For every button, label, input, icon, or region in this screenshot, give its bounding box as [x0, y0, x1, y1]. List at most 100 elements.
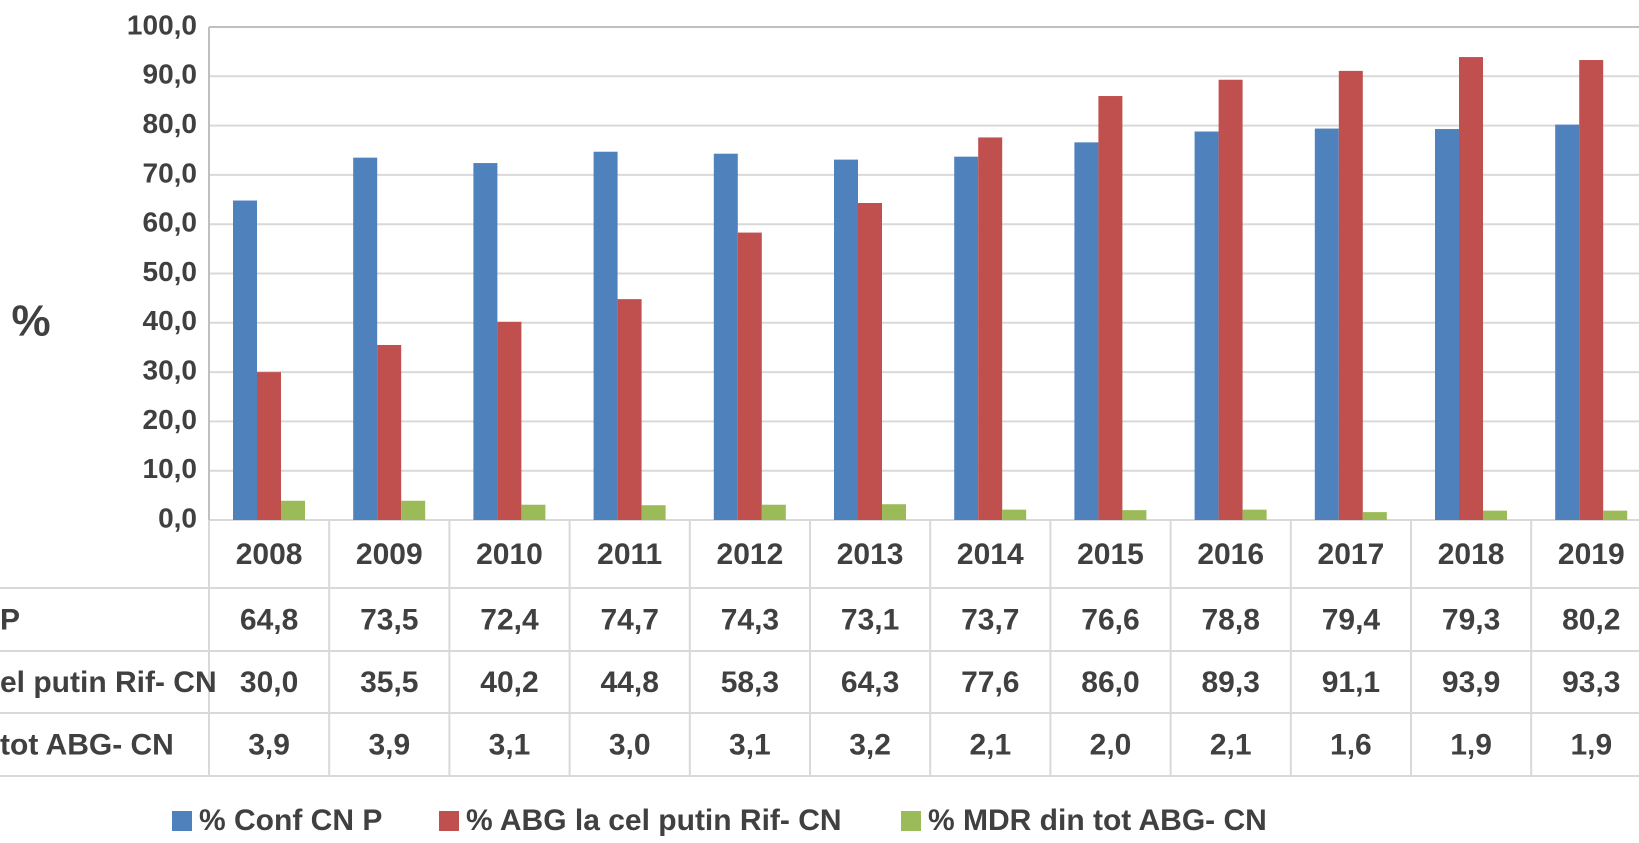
table-cell: 89,3 [1202, 666, 1260, 699]
table-cell: 73,5 [360, 603, 418, 636]
bar [858, 203, 882, 520]
table-row-label: tot ABG- CN [0, 728, 174, 761]
bar [473, 163, 498, 520]
table-cell: 35,5 [360, 666, 418, 699]
table-cell: 1,9 [1570, 728, 1612, 761]
bar [377, 344, 402, 520]
bar [834, 159, 858, 520]
bar [1555, 124, 1580, 520]
bar [1338, 70, 1363, 520]
table-cell: 64,3 [841, 666, 899, 699]
bar [1218, 79, 1243, 520]
table-cell: 79,4 [1322, 603, 1381, 636]
bar [713, 153, 738, 521]
bar [1579, 60, 1604, 520]
y-tick-label: 100,0 [127, 9, 197, 40]
bar [1122, 510, 1147, 520]
bar [1314, 128, 1339, 521]
bar [1483, 510, 1507, 520]
bar [954, 156, 979, 520]
x-tick-label: 2019 [1558, 538, 1625, 571]
bar [761, 504, 786, 520]
bar [1098, 96, 1123, 521]
x-tick-label: 2009 [356, 538, 423, 571]
y-tick-label: 90,0 [143, 59, 198, 90]
y-axis-label: % [11, 297, 50, 346]
table-cell: 86,0 [1081, 666, 1139, 699]
table-cell: 3,9 [368, 728, 410, 761]
table-cell: 91,1 [1322, 666, 1380, 699]
bar [353, 157, 378, 520]
y-tick-label: 60,0 [143, 207, 198, 238]
bar [1194, 131, 1219, 521]
legend-label: % MDR din tot ABG- CN [928, 804, 1267, 837]
bar [521, 504, 546, 520]
table-cell: 72,4 [480, 603, 539, 636]
table-cell: 73,1 [841, 603, 899, 636]
table-cell: 3,2 [849, 728, 891, 761]
table-cell: 64,8 [240, 603, 298, 636]
legend-swatch [901, 811, 921, 831]
bar [233, 200, 257, 520]
legend-swatch [439, 811, 459, 831]
bar [1242, 509, 1267, 520]
x-tick-label: 2016 [1197, 538, 1264, 571]
y-tick-label: 20,0 [143, 404, 198, 435]
bar [1435, 129, 1459, 520]
legend-label: % Conf CN P [199, 804, 382, 837]
table-cell: 3,1 [489, 728, 531, 761]
table-cell: 79,3 [1442, 603, 1500, 636]
table-cell: 40,2 [480, 666, 538, 699]
bar [1074, 142, 1099, 520]
table-row-label: el putin Rif- CN [0, 666, 217, 699]
table-cell: 58,3 [721, 666, 779, 699]
bar [497, 321, 522, 520]
y-tick-label: 40,0 [143, 305, 198, 336]
table-cell: 3,9 [248, 728, 290, 761]
y-tick-label: 30,0 [143, 354, 198, 385]
x-tick-label: 2012 [717, 538, 784, 571]
bar [281, 500, 305, 520]
table-cell: 77,6 [961, 666, 1019, 699]
table-cell: 78,8 [1202, 603, 1260, 636]
bar [1459, 57, 1483, 520]
x-tick-label: 2014 [957, 538, 1024, 571]
legend-swatch [172, 811, 192, 831]
table-cell: 93,9 [1442, 666, 1500, 699]
table-cell: 30,0 [240, 666, 298, 699]
legend-label: % ABG la cel putin Rif- CN [466, 804, 842, 837]
table-cell: 44,8 [601, 666, 659, 699]
table-cell: 3,1 [729, 728, 771, 761]
bar [1002, 509, 1027, 520]
bar [978, 137, 1003, 520]
bar [641, 505, 666, 520]
y-tick-label: 80,0 [143, 108, 198, 139]
table-cell: 2,1 [969, 728, 1011, 761]
table-cell: 1,6 [1330, 728, 1372, 761]
x-tick-label: 2011 [597, 538, 662, 571]
table-cell: 76,6 [1081, 603, 1139, 636]
y-tick-label: 10,0 [143, 453, 198, 484]
table-cell: 1,9 [1450, 728, 1492, 761]
x-tick-label: 2008 [236, 538, 303, 571]
bar [593, 151, 618, 520]
bar [1362, 512, 1387, 520]
x-tick-label: 2015 [1077, 538, 1144, 571]
y-tick-label: 70,0 [143, 157, 198, 188]
table-row-label: P [0, 603, 20, 636]
table-cell: 3,0 [609, 728, 651, 761]
y-tick-label: 50,0 [143, 256, 198, 287]
table-cell: 74,7 [601, 603, 659, 636]
bar [617, 299, 642, 520]
bar [401, 500, 426, 520]
bar [882, 504, 906, 520]
bar [737, 232, 762, 520]
bar [1603, 510, 1628, 520]
table-cell: 2,0 [1090, 728, 1132, 761]
table-cell: 73,7 [961, 603, 1019, 636]
table-cell: 93,3 [1562, 666, 1620, 699]
x-tick-label: 2018 [1438, 538, 1505, 571]
y-tick-label: 0,0 [158, 502, 197, 533]
table-cell: 74,3 [721, 603, 779, 636]
